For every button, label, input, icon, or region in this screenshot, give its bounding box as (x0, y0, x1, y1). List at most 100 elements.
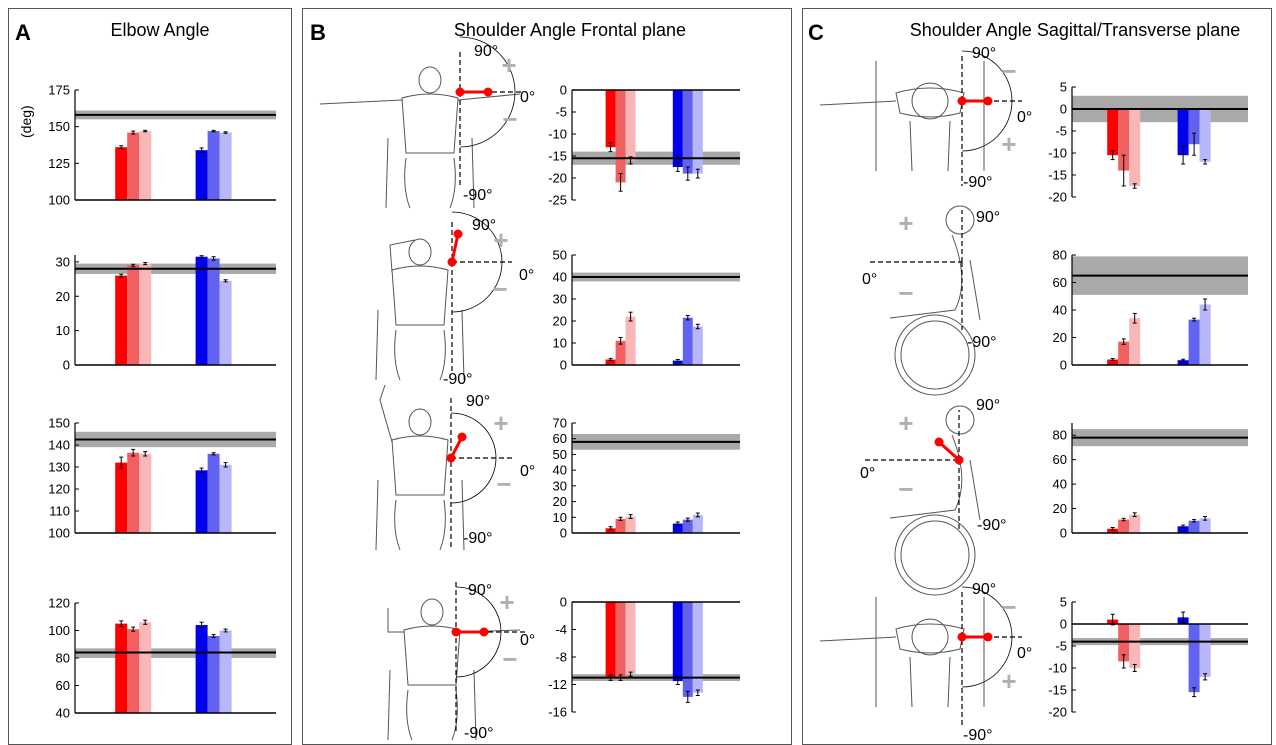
panel-c-figures: 90°0°-90°−+90°0°-90°+−90°0°-90°+−90°0°-9… (819, 45, 1032, 744)
bar (219, 630, 232, 713)
y-tick-label: -8 (555, 650, 567, 665)
torso (403, 625, 461, 686)
bar (1199, 624, 1211, 677)
label-90: 90° (474, 43, 498, 60)
head (945, 205, 975, 235)
bar (139, 622, 152, 713)
label-90: 90° (972, 45, 996, 62)
label-0: 0° (520, 463, 535, 480)
plus-sign: + (898, 208, 913, 238)
angle-arc (961, 586, 1013, 688)
y-tick-label: 40 (1053, 477, 1067, 492)
bar (127, 265, 140, 365)
label-0: 0° (520, 632, 535, 649)
y-tick-label: 40 (553, 463, 567, 478)
y-tick-label: 20 (553, 314, 567, 329)
bar (1199, 109, 1211, 162)
label-minus90: -90° (977, 517, 1007, 534)
angle-arc (961, 50, 1013, 152)
label-minus90: -90° (463, 187, 493, 204)
bar (672, 360, 683, 365)
bar (605, 528, 616, 533)
y-tick-label: 50 (553, 447, 567, 462)
joint-dot (957, 632, 967, 642)
bar (615, 340, 626, 365)
panel-b-title: Shoulder Angle Frontal plane (453, 20, 687, 40)
bar (692, 602, 703, 693)
bar (615, 90, 626, 183)
bar (1129, 109, 1141, 186)
y-tick-label: 10 (553, 510, 567, 525)
arm-segment (450, 233, 460, 263)
y-tick-label: 0 (560, 526, 567, 541)
joint-dot (954, 455, 964, 465)
bar (1177, 360, 1189, 365)
bar (1199, 304, 1211, 365)
label-minus90: -90° (443, 371, 473, 388)
y-tick-label: 100 (48, 623, 70, 638)
bar (1118, 624, 1130, 662)
bar (195, 625, 208, 713)
y-tick-label: 40 (553, 270, 567, 285)
bar (115, 623, 128, 713)
y-tick-label: 0 (1060, 526, 1067, 541)
y-tick-label: 20 (56, 289, 70, 304)
label-90: 90° (976, 397, 1000, 414)
wheelchair (385, 137, 475, 209)
bar (1129, 514, 1141, 533)
y-tick-label: 80 (1053, 428, 1067, 443)
y-tick-label: -15 (1048, 168, 1067, 183)
y-tick-label: 40 (1053, 303, 1067, 318)
y-tick-label: 0 (560, 595, 567, 610)
joint-dot (934, 437, 944, 447)
head (945, 405, 975, 435)
joint-dot (455, 87, 465, 97)
bar (1177, 526, 1189, 533)
bar (207, 636, 220, 713)
bar (115, 275, 128, 365)
left-arm (389, 239, 416, 273)
bar (625, 90, 636, 161)
label-0: 0° (519, 267, 534, 284)
y-tick-label: 0 (1060, 617, 1067, 632)
angle-arc (450, 412, 497, 504)
joint-dot (479, 627, 489, 637)
bar (1118, 341, 1130, 365)
chart-a2: 0 10 20 30 (56, 254, 276, 373)
bar (139, 131, 152, 200)
bar (127, 629, 140, 713)
y-tick-label: 125 (48, 156, 70, 171)
y-tick-label: 120 (48, 482, 70, 497)
bar (127, 452, 140, 533)
wheelchair (375, 309, 465, 381)
y-tick-label: 0 (560, 83, 567, 98)
y-tick-label: 80 (56, 651, 70, 666)
bar (207, 258, 220, 365)
torso (391, 435, 449, 496)
y-tick-label: -10 (1048, 146, 1067, 161)
body (889, 434, 963, 519)
y-tick-label: 5 (1060, 80, 1067, 95)
y-tick-label: 60 (553, 431, 567, 446)
bar (1199, 518, 1211, 533)
bar (1177, 109, 1189, 156)
label-0: 0° (862, 271, 877, 288)
minus-sign: − (496, 469, 511, 499)
y-tick-label: -16 (548, 705, 567, 720)
bar (605, 602, 616, 678)
bar (682, 90, 693, 174)
y-tick-label: 110 (49, 504, 70, 519)
left-arm (819, 636, 897, 642)
wheelchair (875, 61, 985, 171)
chart-b2: 0 10 20 30 40 50 (553, 248, 740, 373)
shoulders (895, 87, 965, 118)
y-tick-label: 30 (553, 292, 567, 307)
legs (404, 157, 456, 209)
bar (1129, 318, 1141, 365)
joint-dot (983, 632, 993, 642)
legs (394, 499, 446, 551)
chart-c3: 0 20 40 60 80 (1053, 423, 1248, 541)
legs (909, 656, 951, 708)
minus-sign: − (898, 474, 913, 504)
y-tick-label: -12 (548, 677, 567, 692)
